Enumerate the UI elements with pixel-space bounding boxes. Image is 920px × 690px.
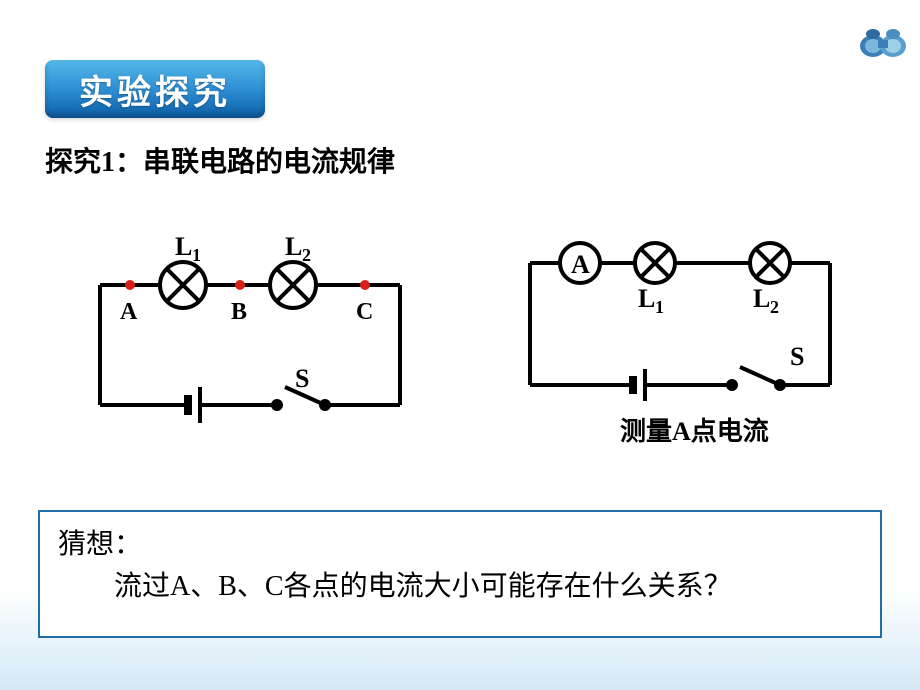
svg-text:2: 2 xyxy=(770,297,779,317)
svg-text:L: L xyxy=(638,284,655,313)
svg-text:L: L xyxy=(285,232,302,261)
svg-text:1: 1 xyxy=(192,245,201,265)
svg-text:C: C xyxy=(356,299,373,325)
binoculars-icon xyxy=(856,20,910,65)
svg-text:L: L xyxy=(175,232,192,261)
hypothesis-title: 猜想： xyxy=(58,529,142,560)
badge-text: 实验探究 xyxy=(79,65,231,114)
hypothesis-box: 猜想： 流过A、B、C各点的电流大小可能存在什么关系？ xyxy=(38,510,882,638)
subtitle: 探究1：串联电路的电流规律 xyxy=(45,140,395,180)
svg-text:A: A xyxy=(120,299,138,325)
hypothesis-body: 流过A、B、C各点的电流大小可能存在什么关系？ xyxy=(58,566,862,608)
svg-text:测量A点电流: 测量A点电流 xyxy=(620,416,769,446)
svg-text:S: S xyxy=(295,364,309,393)
svg-text:S: S xyxy=(790,342,804,371)
svg-text:1: 1 xyxy=(655,297,664,317)
svg-text:2: 2 xyxy=(302,245,311,265)
svg-text:A: A xyxy=(571,250,590,279)
svg-text:B: B xyxy=(231,299,247,325)
svg-text:L: L xyxy=(753,284,770,313)
circuit-left: L1 L2 A B C S xyxy=(70,215,510,455)
circuit-right: A L1 L2 S 测量A点电流 xyxy=(490,215,890,475)
section-badge: 实验探究 xyxy=(45,60,265,118)
circuit-diagrams: L1 L2 A B C S xyxy=(0,215,920,475)
